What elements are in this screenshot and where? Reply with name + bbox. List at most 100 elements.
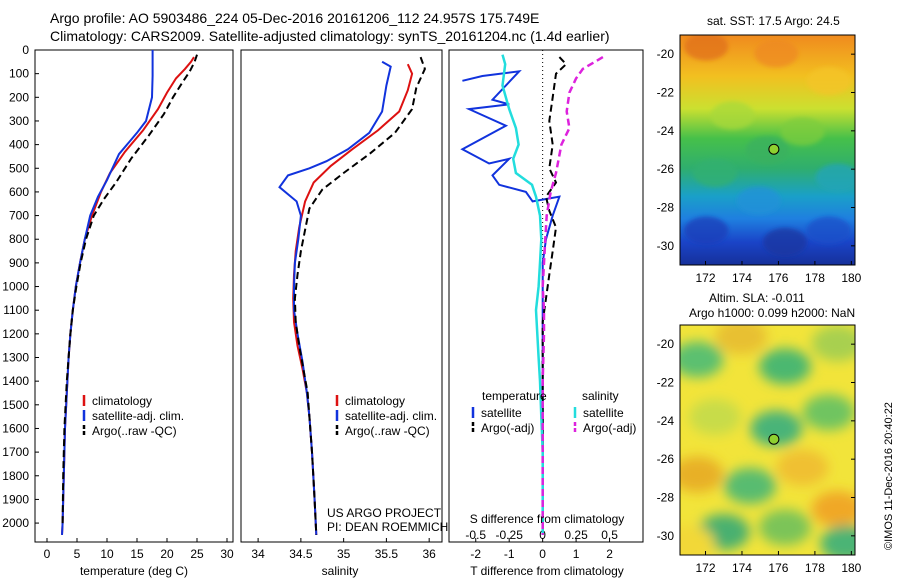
- depth-tick-label: 1300: [2, 351, 29, 365]
- temperature-legend-label: climatology: [92, 394, 152, 408]
- salinity-legend-label: satellite-adj. clim.: [345, 409, 437, 423]
- salinity-legend-label: Argo(..raw -QC): [345, 424, 430, 438]
- salinity-axis-label: salinity: [322, 564, 359, 578]
- depth-tick-label: 1700: [2, 445, 29, 459]
- panel-frame: [448, 49, 644, 543]
- sal-diff-tick-label: -0.5: [465, 528, 486, 542]
- sst-patch: [815, 163, 855, 192]
- sst-lat-tick-label: -26: [657, 162, 675, 176]
- temperature-tick-label: 25: [190, 547, 204, 561]
- sst-lon-tick-label: 178: [805, 271, 825, 285]
- sla-patch: [680, 525, 715, 555]
- diff-series-3: [541, 56, 604, 535]
- sla-patch: [759, 509, 811, 546]
- panel-frame: [240, 49, 443, 543]
- sst-map-title: sat. SST: 17.5 Argo: 24.5: [707, 14, 840, 28]
- sst-lon-tick-label: 174: [732, 271, 752, 285]
- sla-lon-tick-label: 174: [732, 561, 752, 575]
- diff-legend-label: Argo(-adj): [583, 421, 636, 435]
- temperature-legend-label: Argo(..raw -QC): [92, 424, 177, 438]
- depth-tick-label: 1500: [2, 398, 29, 412]
- diff-legend-label: satellite: [481, 406, 522, 420]
- sla-patch: [759, 348, 811, 385]
- salinity-tick-label: 35.5: [375, 547, 399, 561]
- depth-tick-label: 300: [9, 114, 29, 128]
- depth-tick-label: 500: [9, 161, 29, 175]
- sla-lon-tick-label: 172: [696, 561, 716, 575]
- plot-title-line1: Argo profile: AO 5903486_224 05-Dec-2016…: [50, 10, 540, 26]
- temperature-tick-label: 30: [220, 547, 234, 561]
- sal-diff-tick-label: 0: [539, 528, 546, 542]
- sal-diff-tick-label: 0.5: [601, 528, 618, 542]
- diff-legend-header-temperature: temperature: [482, 389, 547, 403]
- sst-lon-tick-label: 176: [768, 271, 788, 285]
- sla-patch: [750, 410, 803, 447]
- sla-lon-tick-label: 180: [841, 561, 861, 575]
- sla-patch: [811, 491, 855, 527]
- salinity-series-1: [278, 60, 392, 535]
- imos-credit: ©IMOS 11-Dec-2016 20:40:22: [883, 402, 895, 550]
- sst-patch: [710, 101, 755, 130]
- sst-lat-tick-label: -28: [657, 201, 675, 215]
- sst-patch: [806, 67, 851, 95]
- sla-patch: [776, 449, 829, 486]
- temp-diff-axis-label: T difference from climatology: [470, 564, 624, 578]
- depth-tick-label: 100: [9, 67, 29, 81]
- diff-legend-label: satellite: [583, 406, 624, 420]
- temperature-series-0: [61, 56, 195, 535]
- sla-map-subtitle: Argo h1000: 0.099 h2000: NaN: [689, 306, 855, 320]
- depth-tick-label: 1600: [2, 421, 29, 435]
- depth-tick-label: 900: [9, 256, 29, 270]
- sla-map-field: [680, 325, 855, 555]
- sla-patch: [715, 325, 768, 355]
- depth-tick-label: 200: [9, 90, 29, 104]
- diff-legend-header-salinity: salinity: [582, 389, 619, 403]
- sla-lat-tick-label: -30: [657, 529, 675, 543]
- sla-patch: [820, 525, 855, 555]
- sst-patch: [806, 216, 851, 245]
- temp-diff-tick-label: -1: [504, 547, 515, 561]
- depth-tick-label: 2000: [2, 516, 29, 530]
- depth-tick-label: 1200: [2, 327, 29, 341]
- depth-tick-label: 1100: [3, 303, 29, 317]
- salinity-series-0: [292, 63, 414, 535]
- diff-series-1: [541, 56, 568, 535]
- sst-patch: [745, 136, 790, 164]
- sla-patch: [680, 341, 724, 378]
- temperature-tick-label: 0: [44, 547, 51, 561]
- pi-annotation: PI: DEAN ROEMMICH: [327, 520, 448, 534]
- sal-diff-tick-label: -0.25: [496, 528, 524, 542]
- sst-patch: [684, 35, 729, 61]
- salinity-tick-label: 34: [251, 547, 265, 561]
- temperature-tick-label: 15: [130, 547, 144, 561]
- sst-lat-tick-label: -20: [657, 47, 675, 61]
- sst-map-frame: [679, 34, 856, 266]
- sla-texture: [680, 325, 855, 555]
- sst-lon-tick-label: 180: [841, 271, 861, 285]
- temperature-legend-label: satellite-adj. clim.: [92, 409, 184, 423]
- sst-lat-tick-label: -30: [657, 239, 675, 253]
- temperature-tick-label: 20: [160, 547, 174, 561]
- sla-lat-tick-label: -24: [657, 414, 675, 428]
- sst-patch: [763, 228, 807, 256]
- sal-diff-tick-label: 0.25: [564, 528, 588, 542]
- temp-diff-tick-label: -2: [470, 547, 481, 561]
- sla-argo-position-marker: [768, 433, 780, 445]
- sst-patch: [736, 186, 781, 215]
- project-annotation: US ARGO PROJECT: [327, 506, 442, 520]
- sst-lat-tick-label: -22: [657, 86, 675, 100]
- salinity-legend-label: climatology: [345, 394, 405, 408]
- sal-diff-axis-label: S difference from climatology: [470, 512, 625, 526]
- depth-tick-label: 700: [9, 209, 29, 223]
- depth-tick-label: 600: [9, 185, 29, 199]
- sla-map-title: Altim. SLA: -0.011: [709, 291, 805, 305]
- sla-patch: [724, 468, 776, 504]
- temperature-series-2: [61, 54, 198, 524]
- panel-frame: [34, 49, 234, 543]
- sla-lat-tick-label: -22: [657, 376, 675, 390]
- sla-lon-tick-label: 178: [805, 561, 825, 575]
- salinity-tick-label: 35: [337, 547, 351, 561]
- temperature-tick-label: 10: [100, 547, 114, 561]
- depth-tick-label: 400: [9, 138, 29, 152]
